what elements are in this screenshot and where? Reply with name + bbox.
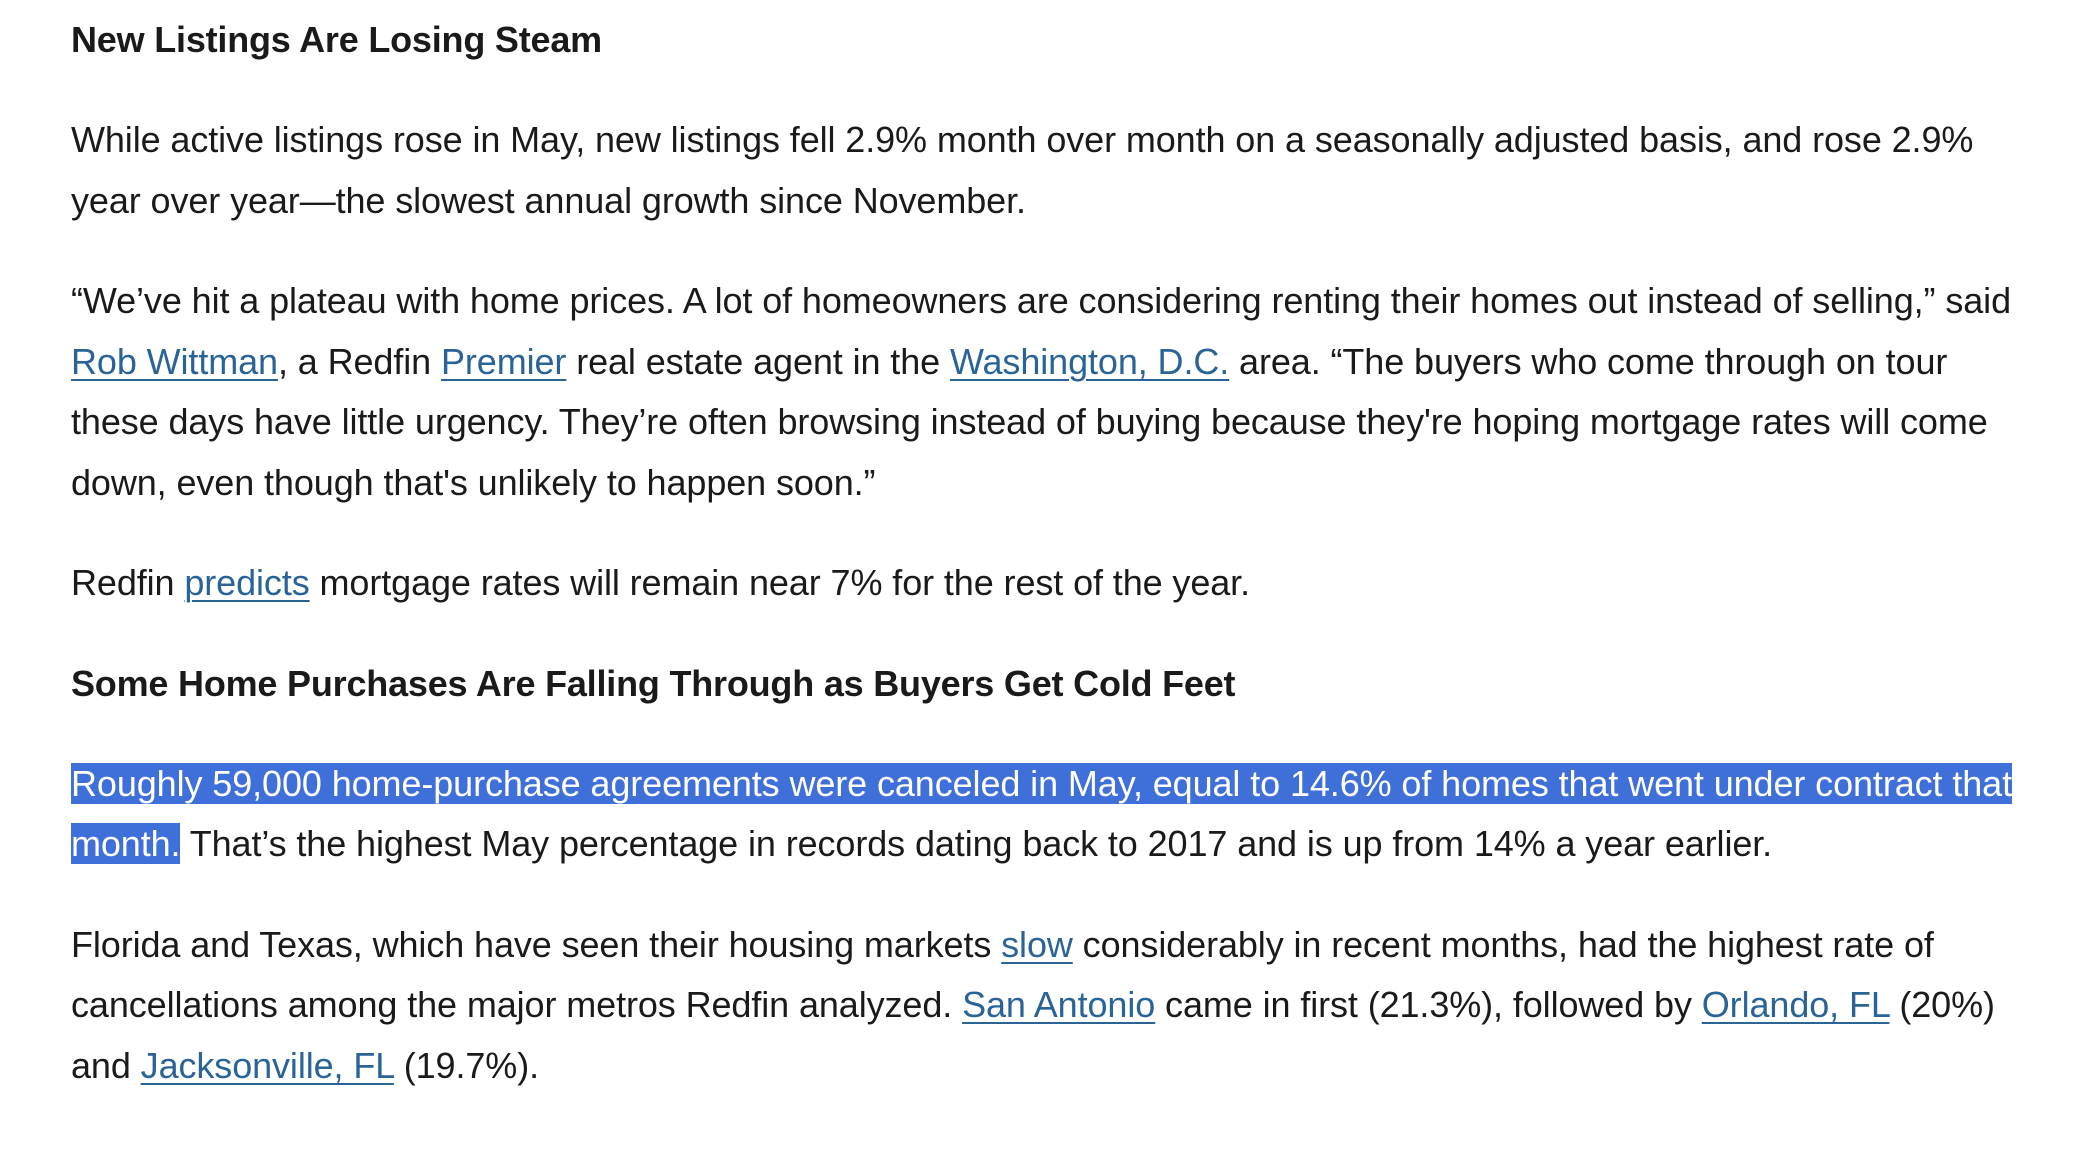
link-orlando-fl[interactable]: Orlando, FL: [1701, 984, 1890, 1025]
text-run: real estate agent in the: [566, 340, 950, 382]
link-washington-dc[interactable]: Washington, D.C.: [949, 340, 1230, 382]
link-slow[interactable]: slow: [1001, 923, 1073, 965]
section-heading-cold-feet: Some Home Purchases Are Falling Through …: [71, 662, 1236, 704]
text-run: mortgage rates will remain near 7% for t…: [309, 562, 1251, 603]
text-run: (20%) and: [71, 984, 1995, 1086]
link-rob-wittman[interactable]: Rob Wittman: [71, 340, 278, 382]
paragraph-florida-texas: Florida and Texas, which have seen their…: [71, 915, 2031, 1097]
text-run: (19.7%).: [393, 1044, 540, 1086]
link-jacksonville-fl[interactable]: Jacksonville, FL: [140, 1044, 394, 1086]
text-run: “We’ve hit a plateau with home prices. A…: [71, 280, 2011, 321]
link-redfin-premier[interactable]: Premier: [440, 340, 567, 382]
text-run: area. “The buyers who come through on to…: [71, 340, 1988, 503]
text-run: Florida and Texas, which have seen their…: [71, 923, 1002, 965]
paragraph-active-listings: While active listings rose in May, new l…: [71, 119, 1974, 221]
section-heading-new-listings: New Listings Are Losing Steam: [71, 19, 602, 60]
text-run: came in first (21.3%), followed by: [1155, 984, 1702, 1025]
paragraph-agent-quote: “We’ve hit a plateau with home prices. A…: [71, 271, 2031, 513]
link-predicts[interactable]: predicts: [184, 562, 310, 603]
article-body: New Listings Are Losing Steam While acti…: [71, 0, 2031, 1096]
text-run: Redfin: [71, 562, 185, 603]
link-san-antonio[interactable]: San Antonio: [962, 984, 1156, 1025]
text-run: That’s the highest May percentage in rec…: [180, 823, 1773, 864]
paragraph-rate-prediction: Redfin predicts mortgage rates will rema…: [71, 553, 2031, 614]
text-run: considerably in recent months, had the h…: [71, 923, 1934, 1026]
text-run: , a Redfin: [277, 340, 441, 382]
paragraph-cancellations: Roughly 59,000 home-purchase agreements …: [71, 754, 2031, 875]
